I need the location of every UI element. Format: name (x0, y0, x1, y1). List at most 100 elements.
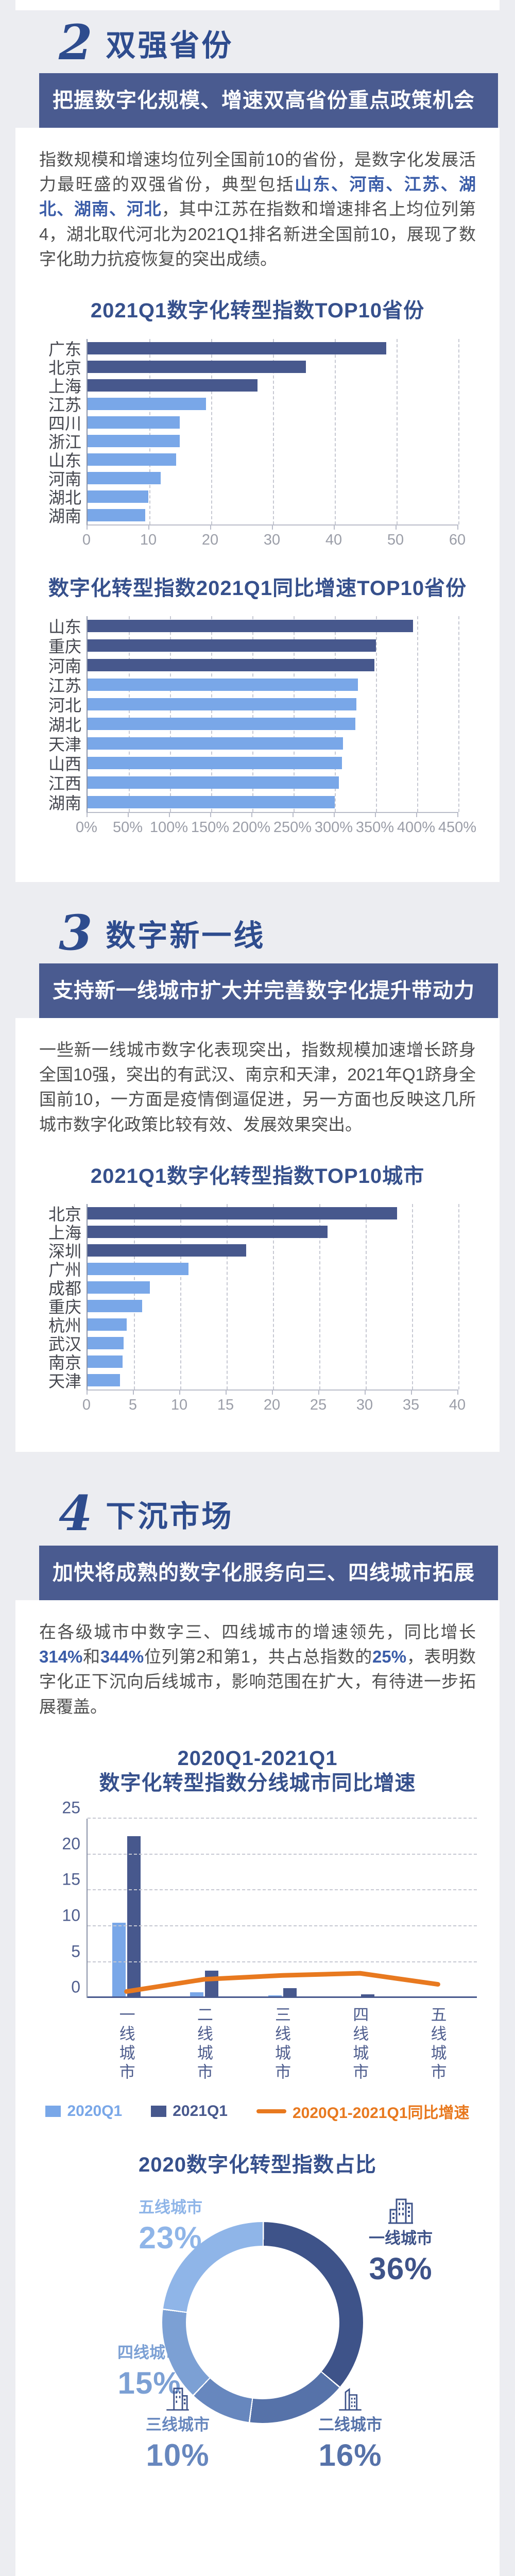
bar (88, 360, 306, 373)
section-2-card: 指数规模和增速均位列全国前10的省份，是数字化发展活力最旺盛的双强省份，典型包括… (15, 128, 500, 882)
axis-tick-label: 40 (449, 1397, 466, 1414)
bar-row: 重庆 (48, 636, 458, 656)
bar (88, 1281, 150, 1294)
bar-category-label: 天津 (48, 735, 81, 754)
gridline (458, 1204, 459, 1390)
bar-category-label: 成都 (48, 1279, 81, 1298)
bar-category-label: 河北 (48, 696, 81, 715)
y-axis-tick-label: 5 (71, 1942, 80, 1961)
building-icon (339, 2388, 362, 2411)
chart-title: 数字化转型指数2021Q1同比增速TOP10省份 (48, 577, 467, 600)
bar-row: 天津 (48, 1371, 458, 1391)
bar-row: 南京 (48, 1352, 458, 1372)
bar-category-label: 广州 (48, 1261, 81, 1280)
bar-row: 成都 (48, 1278, 458, 1298)
tick-mark (272, 525, 273, 530)
tick-mark (251, 813, 252, 818)
axis-tick-label: 30 (356, 1397, 373, 1414)
building-icon (388, 2198, 413, 2224)
tick-mark (169, 813, 170, 818)
bar-category-label: 江苏 (48, 395, 81, 414)
legend-label: 2021Q1 (173, 2103, 228, 2120)
axis-tick-label: 100% (149, 819, 188, 836)
bar-category-label: 湖北 (48, 716, 81, 735)
bar-row: 山东 (48, 450, 458, 470)
legend-item-2021q1: 2021Q1 (151, 2103, 228, 2120)
tick-mark (226, 1391, 227, 1395)
legend-swatch-2021q1 (151, 2106, 167, 2117)
tick-mark (128, 813, 129, 818)
bar-chart-top10-cities-index: 北京 上海 深圳 广州 成都 重庆 杭州 武汉 南京 天津 0 5 10 15 20 25 30 35 40 (39, 1204, 476, 1414)
paragraph: 指数规模和增速均位列全国前10的省份，是数字化发展活力最旺盛的双强省份，典型包括… (39, 150, 476, 268)
bar (88, 639, 376, 652)
growth-line (124, 1971, 440, 1994)
section-number: 4 (59, 1485, 93, 1542)
bar (88, 471, 161, 484)
bar-category-label: 深圳 (48, 1242, 81, 1261)
axis-tick-label: 10 (170, 1397, 188, 1414)
slice-name: 三线城市 (146, 2416, 210, 2434)
bar-category-label: 江西 (48, 774, 81, 793)
plot-area: 山东 重庆 河南 江苏 河北 湖北 天津 山西 江西 湖南 (48, 616, 459, 814)
y-axis-tick-label: 20 (62, 1834, 80, 1853)
bar-row: 河南 (48, 469, 458, 488)
bar (88, 490, 148, 503)
bar (88, 1226, 328, 1239)
gridline (227, 1204, 228, 1390)
tick-mark (334, 813, 335, 818)
bar (88, 757, 342, 770)
axis-tick-label: 15 (217, 1397, 234, 1414)
gridline (129, 616, 130, 812)
bar-row: 浙江 (48, 432, 458, 451)
category-label: 四线城市 (350, 2006, 369, 2083)
gridline (458, 616, 459, 812)
y-axis-tick-label: 25 (62, 1798, 80, 1817)
bar-row: 广东 (48, 339, 458, 359)
tick-mark (365, 1391, 366, 1395)
section-3-tag: 3 数字新一线 (39, 903, 292, 963)
section-tag-label: 双强省份 (106, 29, 234, 62)
bar-category-label: 武汉 (48, 1335, 81, 1354)
y-axis-tick-label: 15 (62, 1870, 80, 1889)
bar-chart-top10-provinces-growth: 山东 重庆 河南 江苏 河北 湖北 天津 山西 江西 湖南 0% 50% 100% 150% 200% 250… (39, 616, 476, 837)
bar (88, 679, 358, 691)
bar (88, 1337, 124, 1350)
donut-label-tier1: 一线城市 36% (334, 2193, 468, 2286)
bar-category-label: 北京 (48, 1205, 81, 1224)
bar-row: 杭州 (48, 1315, 458, 1335)
chart-title: 2021Q1数字化转型指数TOP10省份 (90, 299, 425, 322)
axis-tick-label: 20 (263, 1397, 281, 1414)
gridline (458, 338, 459, 524)
axis-tick-label: 150% (191, 819, 230, 836)
bar (88, 416, 180, 429)
bar-category-label: 广东 (48, 340, 81, 359)
bar-category-label: 四川 (48, 414, 81, 433)
bar-category-label: 湖南 (48, 506, 81, 526)
bar-row: 河南 (48, 655, 458, 675)
gridline (412, 1204, 413, 1390)
bar-group (165, 1819, 243, 1998)
gridline (319, 1204, 320, 1390)
axis-tick-label: 0 (82, 531, 91, 548)
gridline (88, 1889, 477, 1891)
axis-tick-label: 40 (325, 531, 342, 548)
section-tag-label: 下沉市场 (106, 1500, 234, 1533)
bar (88, 698, 356, 711)
gridline (294, 616, 295, 812)
category-label: 一线城市 (116, 2006, 135, 2083)
tick-mark (457, 813, 458, 818)
donut-label-tier3: 三线城市 10% (121, 2383, 234, 2473)
bar-chart-top10-provinces-index: 广东 北京 上海 江苏 四川 浙江 山东 河南 湖北 湖南 0 10 20 30 40 50 60 (39, 338, 476, 549)
axis-tick-label: 450% (438, 819, 477, 836)
bar-row: 湖北 (48, 714, 458, 734)
paragraph: 在各级城市中数字三、四线城市的增速领先，同比增长314%和344%位列第2和第1… (39, 1622, 476, 1716)
bar (88, 379, 258, 392)
gridline (273, 338, 274, 524)
slice-name: 一线城市 (369, 2229, 433, 2248)
gridline (397, 338, 398, 524)
section-3-card: 一些新一线城市数字化表现突出，指数规模加速增长跻身全国10强，突出的有武汉、南京… (15, 1018, 500, 1452)
axis-tick-label: 50 (387, 531, 404, 548)
bar-row: 江苏 (48, 675, 458, 695)
bar-row: 山西 (48, 753, 458, 773)
